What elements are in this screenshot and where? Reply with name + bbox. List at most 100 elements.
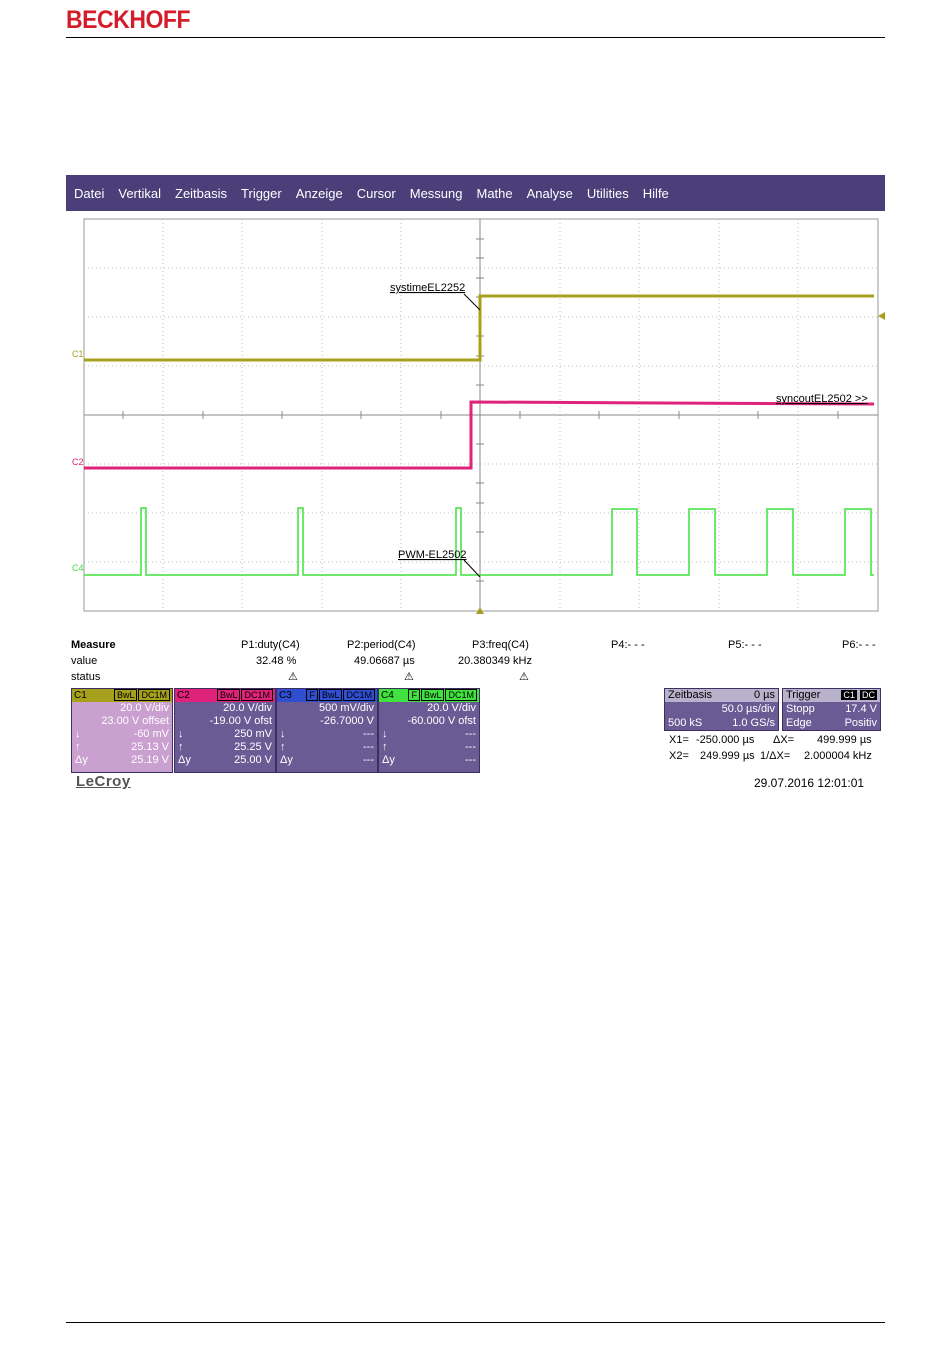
menu-cursor[interactable]: Cursor [356, 185, 396, 201]
cursor-x1: -250.000 µs [696, 734, 755, 746]
channel-up: 25.25 V [234, 741, 272, 753]
param-value: 32.48 % [256, 655, 297, 667]
timebase-title: Zeitbasis [668, 689, 713, 701]
channel-box-c2[interactable]: C2 BwL DC1M 20.0 V/div -19.00 V ofst ↓ 250… [174, 688, 276, 773]
trace-c4 [84, 507, 874, 576]
measure-row-value: value [71, 655, 98, 667]
timebase-delay: 0 µs [753, 689, 775, 701]
param-label[interactable]: P4:- - - [611, 639, 645, 651]
channel-down: 250 mV [234, 728, 272, 740]
channel-tag: BwL [113, 689, 138, 701]
menu-vertikal[interactable]: Vertikal [118, 185, 161, 201]
channel-offset: -19.00 V ofst [209, 715, 272, 727]
trigger-title: Trigger [786, 689, 821, 701]
timebase-samples: 500 kS [668, 717, 703, 729]
trigger-mode: Stopp [786, 703, 815, 715]
channel-down: -60 mV [133, 728, 169, 740]
row-symbol-down: ↓ [382, 728, 388, 740]
annotation-c4: PWM-EL2502 [398, 549, 466, 561]
channel-box-c1[interactable]: C1 BwL DC1M 20.0 V/div 23.00 V offset ↓ -6… [71, 688, 173, 773]
menu-mathe[interactable]: Mathe [476, 185, 513, 201]
row-symbol-dy: Δy [178, 754, 191, 766]
param-status: ⚠ [519, 671, 529, 683]
param-label[interactable]: P3:freq(C4) [472, 639, 529, 651]
channel-dy: --- [363, 754, 374, 766]
channel-box-c4[interactable]: C4 F BwL DC1M 20.0 V/div -60.000 V ofst ↓ -… [378, 688, 480, 773]
channel-tag: F [408, 689, 420, 701]
header-rule [66, 37, 885, 38]
channel-name: C1 [74, 690, 87, 701]
scope-menubar: Datei Vertikal Zeitbasis Trigger Anzeige… [66, 175, 885, 211]
param-label[interactable]: P2:period(C4) [347, 639, 416, 651]
menu-zeitbasis[interactable]: Zeitbasis [175, 185, 228, 201]
measure-row-status: status [71, 671, 101, 683]
channel-name: C4 [381, 690, 394, 701]
cursor-dx: 499.999 µs [817, 734, 872, 746]
menu-utilities[interactable]: Utilities [586, 185, 629, 201]
annotation-c1: systimeEL2252 [390, 282, 465, 294]
cursor-x1-label: X1= [669, 734, 689, 746]
param-value: 20.380349 kHz [458, 655, 532, 667]
axis-ticks [122, 238, 839, 582]
row-symbol-dy: Δy [280, 754, 293, 766]
row-symbol-up: ↑ [178, 741, 184, 753]
timebase-box[interactable]: Zeitbasis 0 µs 50.0 µs/div 500 kS 1.0 GS/s [664, 688, 779, 731]
marker-c4: C4 [72, 563, 84, 573]
trace-c2 [84, 400, 875, 470]
footer-rule [66, 1322, 885, 1323]
trigger-position-marker [476, 607, 484, 614]
channel-offset: -60.000 V ofst [407, 715, 477, 727]
trigger-box[interactable]: Trigger C1 DC Stopp 17.4 V Edge Positiv [782, 688, 881, 731]
beckhoff-logo: BECKHOFF [66, 6, 191, 34]
trace-c1 [84, 294, 874, 362]
menu-anzeige[interactable]: Anzeige [295, 185, 343, 201]
cursor-inv: 2.000004 kHz [804, 750, 872, 762]
menu-hilfe[interactable]: Hilfe [642, 185, 669, 201]
channel-vdiv: 20.0 V/div [120, 702, 169, 714]
channel-offset: -26.7000 V [320, 715, 374, 727]
channel-tag: DC1M [343, 689, 375, 701]
trigger-slope: Positiv [844, 717, 877, 729]
annotation-leader-c1 [463, 293, 481, 311]
row-symbol-down: ↓ [75, 728, 81, 740]
row-symbol-dy: Δy [75, 754, 88, 766]
channel-dy: 25.00 V [234, 754, 272, 766]
param-label[interactable]: P1:duty(C4) [241, 639, 300, 651]
channel-down: --- [465, 728, 476, 740]
channel-dy: 25.19 V [131, 754, 169, 766]
menu-trigger[interactable]: Trigger [241, 185, 282, 201]
row-symbol-down: ↓ [280, 728, 286, 740]
channel-name: C2 [177, 690, 190, 701]
row-symbol-down: ↓ [178, 728, 184, 740]
channel-offset: 23.00 V offset [101, 715, 169, 727]
annotation-c2: syncoutEL2502 >> [776, 393, 868, 405]
channel-vdiv: 500 mV/div [318, 702, 374, 714]
channel-up: 25.13 V [131, 741, 169, 753]
channel-vdiv: 20.0 V/div [427, 702, 476, 714]
waveform-display: C1 C2 C4 C3 systimeEL2252 syncoutEL2502 … [66, 211, 885, 615]
trigger-level-marker [878, 312, 885, 320]
param-label[interactable]: P5:- - - [728, 639, 762, 651]
menu-analyse[interactable]: Analyse [526, 185, 573, 201]
param-status: ⚠ [288, 671, 298, 683]
channel-tag: BwL [420, 689, 445, 701]
row-symbol-up: ↑ [280, 741, 286, 753]
cursor-x2-label: X2= [669, 750, 689, 762]
param-status: ⚠ [404, 671, 414, 683]
channel-up: --- [363, 741, 374, 753]
param-label[interactable]: P6:- - - [842, 639, 876, 651]
menu-datei[interactable]: Datei [74, 185, 105, 201]
trigger-tag: DC [860, 690, 877, 700]
timestamp: 29.07.2016 12:01:01 [754, 776, 865, 790]
trigger-level: 17.4 V [845, 703, 877, 715]
channel-down: --- [363, 728, 374, 740]
channel-tag: DC1M [445, 689, 477, 701]
menu-messung[interactable]: Messung [409, 185, 463, 201]
param-value: 49.06687 µs [354, 655, 415, 667]
channel-up: --- [465, 741, 476, 753]
measure-title: Measure [71, 639, 116, 651]
channel-box-c3[interactable]: C3 F BwL DC1M 500 mV/div -26.7000 V ↓ --- ↑… [276, 688, 378, 773]
oscilloscope-screen: Datei Vertikal Zeitbasis Trigger Anzeige… [66, 175, 885, 800]
cursor-dx-label: ΔX= [773, 734, 795, 746]
channel-vdiv: 20.0 V/div [223, 702, 272, 714]
